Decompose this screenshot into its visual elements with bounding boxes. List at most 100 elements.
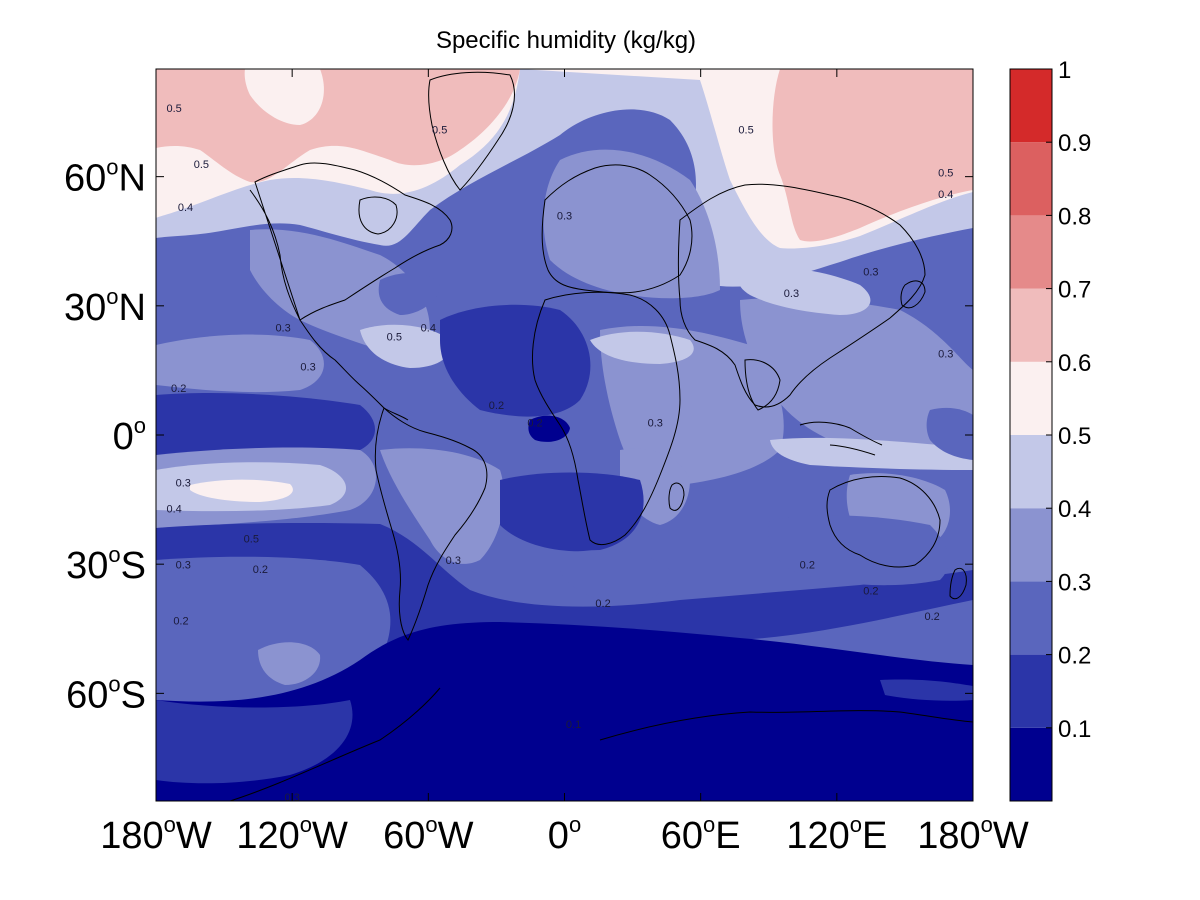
coast-hudson-bay xyxy=(358,196,398,235)
field-band-0.2-0.3-south-indian-midlat xyxy=(768,515,949,586)
x-tick-label: 60oE xyxy=(661,812,741,857)
colorbar-tick-label: 0.7 xyxy=(1058,277,1091,304)
coast-africa xyxy=(531,291,681,546)
colorbar-segment xyxy=(1010,142,1052,216)
contour-label: 0.1 xyxy=(566,719,581,731)
field-band-0.3-0.4-asia xyxy=(740,298,973,454)
contour-label: 0.5 xyxy=(938,168,953,180)
contour-label: 0.5 xyxy=(167,103,182,115)
field-band-0.1-0.2-south-indian xyxy=(500,472,644,552)
field-band-0.1-0.2-atlantic-tropic xyxy=(440,304,591,417)
field-band-0.2-0.3-newengland xyxy=(378,273,440,315)
contour-labels: 0.5 0.5 0.4 0.3 0.3 0.2 0.5 0.4 0.5 0.2 0.2 0.3 0.3 0… xyxy=(167,103,954,826)
field-band-0.4-0.5-gulf xyxy=(360,324,451,368)
x-tick-label: 120oW xyxy=(236,812,348,857)
colorbar-segment xyxy=(1010,508,1052,582)
contour-label: 0.5 xyxy=(432,125,447,137)
field-band-0.3-0.4-europe xyxy=(543,149,720,299)
x-axis-ticks: 180oW 120oW 60oW 0o 60oE 120oE 180oW xyxy=(100,69,1029,857)
contour-label: 0.3 xyxy=(176,478,191,490)
contour-label: 0.3 xyxy=(557,211,572,223)
field-band-0.3-0.4-npacific xyxy=(156,334,324,393)
colorbar-segment xyxy=(1010,435,1052,509)
contour-label: 0.3 xyxy=(275,323,290,335)
field-band-0.3-0.4-namerica xyxy=(250,229,430,354)
colorbar-segment xyxy=(1010,215,1052,289)
contour-label: 0.2 xyxy=(489,400,504,412)
coast-greenland xyxy=(428,71,515,191)
contour-label: 0.2 xyxy=(527,417,542,429)
field-band-0.4-0.5-tibet xyxy=(738,267,871,315)
coast-japan xyxy=(900,280,926,309)
colorbar-tick-label: 0.9 xyxy=(1058,130,1091,157)
contour-label: 0.2 xyxy=(800,559,815,571)
contour-label: 0.2 xyxy=(173,615,188,627)
colorbar-tick-label: 0.2 xyxy=(1058,643,1091,670)
contour-label: 0.5 xyxy=(387,331,402,343)
field-band-0.2-0.3-south-pacific-midlat xyxy=(156,556,391,700)
field-band-0.3-0.4-south-pacific-spot xyxy=(258,642,321,685)
contour-label: 0.3 xyxy=(938,348,953,360)
colorbar-segment xyxy=(1010,361,1052,435)
contour-label: 0.5 xyxy=(738,125,753,137)
contour-label: 0.2 xyxy=(863,585,878,597)
colorbar-segment xyxy=(1010,288,1052,362)
field-band-0.0-0.1-southern-ocean xyxy=(156,622,973,801)
field-band-0.1-0.2-antarctic-sector xyxy=(156,700,353,784)
field-band-0.4-0.5-arabia xyxy=(590,331,694,364)
y-tick-label: 30oS xyxy=(66,542,146,587)
colorbar-segment xyxy=(1010,69,1052,143)
contour-label: 0.4 xyxy=(938,189,953,201)
colorbar-segment xyxy=(1010,581,1052,655)
x-tick-label: 120oE xyxy=(786,812,887,857)
contour-label: 0.2 xyxy=(595,598,610,610)
coast-europe xyxy=(541,164,693,294)
colorbar-tick-label: 0.4 xyxy=(1058,496,1091,523)
x-tick-label: 180oW xyxy=(100,812,212,857)
field-band-0.5-0.6-arctic xyxy=(244,69,324,125)
contour-label: 0.4 xyxy=(167,504,182,516)
coast-madagascar xyxy=(668,482,685,511)
contour-label: 0.2 xyxy=(253,564,268,576)
field-band-0.6-0.7-siberia xyxy=(772,69,973,242)
colorbar-segment xyxy=(1010,727,1052,801)
field-band-0.1-0.2-antarctic-east xyxy=(880,679,973,701)
contour-label: 0.5 xyxy=(194,159,209,171)
x-tick-label: 180oW xyxy=(917,812,1029,857)
contour-label: 0.4 xyxy=(421,323,436,335)
contour-label: 0.1 xyxy=(893,814,908,826)
coast-indonesia xyxy=(799,421,883,456)
x-tick-label: 60oW xyxy=(383,812,474,857)
colorbar-tick-label: 0.8 xyxy=(1058,203,1091,230)
contour-label: 0.2 xyxy=(171,383,186,395)
figure-title: Specific humidity (kg/kg) xyxy=(436,27,696,54)
field-band-0.2-0.3-south-indian-spot xyxy=(560,550,671,605)
colorbar-tick-label: 0.5 xyxy=(1058,423,1091,450)
x-tick-label: 0o xyxy=(548,812,581,857)
contour-label: 0.2 xyxy=(925,611,940,623)
y-tick-label: 0o xyxy=(113,413,146,458)
y-axis-ticks: 60oN 30oN 0o 30oS 60oS xyxy=(64,155,973,716)
contour-label: 0.3 xyxy=(176,559,191,571)
coast-south-america xyxy=(374,407,488,641)
coast-asia xyxy=(678,183,926,408)
colorbar-tick-label: 0.6 xyxy=(1058,350,1091,377)
contour-label: 0.3 xyxy=(446,555,461,567)
coast-new-zealand xyxy=(949,567,967,600)
contour-label: 0.5 xyxy=(244,534,259,546)
coast-australia xyxy=(826,476,941,568)
field-band-0.0-0.1-guinea xyxy=(528,415,570,442)
colorbar-segment xyxy=(1010,654,1052,728)
field-band-0.5-0.6-spacific xyxy=(190,479,293,502)
y-tick-label: 30oN xyxy=(64,284,146,329)
field-band-0.2-0.3-indonesia xyxy=(926,407,973,460)
colorbar-tick-label: 0.1 xyxy=(1058,716,1091,743)
map-area: 0.5 0.5 0.4 0.3 0.3 0.2 0.5 0.4 0.5 0.2 0.2 0.3 0.3 0… xyxy=(156,69,973,826)
field-band-0.1-0.2-equator-pacific xyxy=(156,393,375,455)
contour-label: 0.3 xyxy=(784,288,799,300)
coastlines xyxy=(229,71,973,801)
coast-india xyxy=(744,359,781,411)
field-band-0.3-0.4-africa xyxy=(600,325,784,486)
contour-label: 0.3 xyxy=(648,417,663,429)
